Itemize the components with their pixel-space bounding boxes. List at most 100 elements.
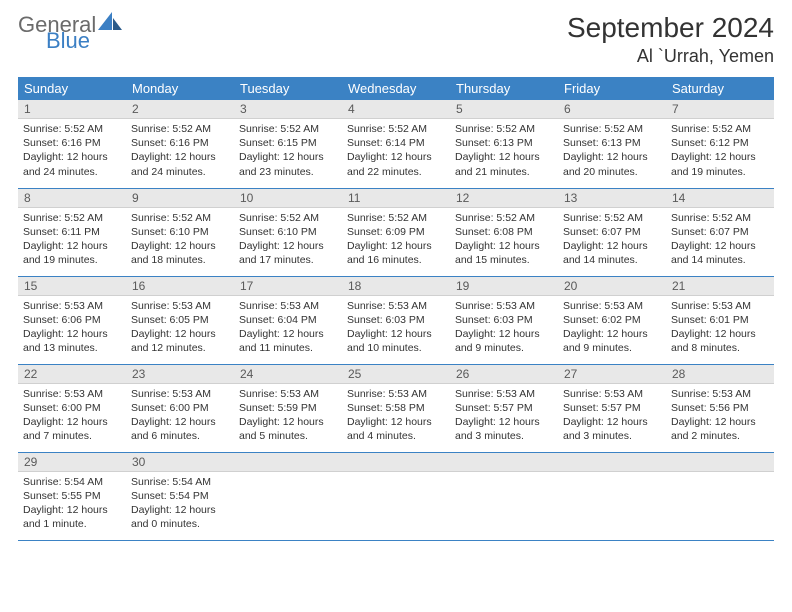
sunset-text: Sunset: 6:13 PM (563, 136, 661, 150)
day-details: Sunrise: 5:53 AMSunset: 6:00 PMDaylight:… (18, 384, 126, 447)
day-details: Sunrise: 5:52 AMSunset: 6:07 PMDaylight:… (666, 208, 774, 271)
calendar-day-cell: 1Sunrise: 5:52 AMSunset: 6:16 PMDaylight… (18, 100, 126, 188)
day-details: Sunrise: 5:52 AMSunset: 6:13 PMDaylight:… (450, 119, 558, 182)
sunrise-text: Sunrise: 5:52 AM (671, 211, 769, 225)
sunrise-text: Sunrise: 5:52 AM (455, 122, 553, 136)
sunrise-text: Sunrise: 5:53 AM (347, 387, 445, 401)
sunrise-text: Sunrise: 5:53 AM (239, 299, 337, 313)
daylight-text: and 23 minutes. (239, 165, 337, 179)
daylight-text: and 19 minutes. (23, 253, 121, 267)
day-num-empty (558, 453, 666, 472)
day-number: 10 (234, 189, 342, 208)
day-num-empty (234, 453, 342, 472)
calendar-day-cell: 26Sunrise: 5:53 AMSunset: 5:57 PMDayligh… (450, 364, 558, 452)
day-number: 2 (126, 100, 234, 119)
daylight-text: Daylight: 12 hours (671, 415, 769, 429)
daylight-text: Daylight: 12 hours (347, 150, 445, 164)
calendar-day-cell (450, 452, 558, 540)
calendar-day-cell: 27Sunrise: 5:53 AMSunset: 5:57 PMDayligh… (558, 364, 666, 452)
daylight-text: and 15 minutes. (455, 253, 553, 267)
calendar-day-cell: 16Sunrise: 5:53 AMSunset: 6:05 PMDayligh… (126, 276, 234, 364)
day-details: Sunrise: 5:54 AMSunset: 5:54 PMDaylight:… (126, 472, 234, 535)
sunset-text: Sunset: 6:12 PM (671, 136, 769, 150)
day-number: 3 (234, 100, 342, 119)
daylight-text: and 18 minutes. (131, 253, 229, 267)
sunrise-text: Sunrise: 5:52 AM (671, 122, 769, 136)
sunset-text: Sunset: 6:01 PM (671, 313, 769, 327)
daylight-text: and 24 minutes. (131, 165, 229, 179)
weekday-header: Sunday (18, 77, 126, 100)
day-number: 5 (450, 100, 558, 119)
sunrise-text: Sunrise: 5:53 AM (239, 387, 337, 401)
daylight-text: Daylight: 12 hours (23, 327, 121, 341)
day-number: 6 (558, 100, 666, 119)
sunset-text: Sunset: 6:03 PM (347, 313, 445, 327)
weekday-header-row: Sunday Monday Tuesday Wednesday Thursday… (18, 77, 774, 100)
daylight-text: Daylight: 12 hours (671, 327, 769, 341)
day-num-empty (342, 453, 450, 472)
daylight-text: and 3 minutes. (455, 429, 553, 443)
sunrise-text: Sunrise: 5:53 AM (23, 387, 121, 401)
calendar-day-cell: 10Sunrise: 5:52 AMSunset: 6:10 PMDayligh… (234, 188, 342, 276)
daylight-text: Daylight: 12 hours (671, 150, 769, 164)
daylight-text: Daylight: 12 hours (239, 415, 337, 429)
day-number: 16 (126, 277, 234, 296)
calendar-day-cell: 14Sunrise: 5:52 AMSunset: 6:07 PMDayligh… (666, 188, 774, 276)
calendar-day-cell: 23Sunrise: 5:53 AMSunset: 6:00 PMDayligh… (126, 364, 234, 452)
daylight-text: Daylight: 12 hours (455, 327, 553, 341)
daylight-text: and 0 minutes. (131, 517, 229, 531)
calendar-day-cell: 11Sunrise: 5:52 AMSunset: 6:09 PMDayligh… (342, 188, 450, 276)
calendar-day-cell: 7Sunrise: 5:52 AMSunset: 6:12 PMDaylight… (666, 100, 774, 188)
day-number: 17 (234, 277, 342, 296)
day-details: Sunrise: 5:53 AMSunset: 5:59 PMDaylight:… (234, 384, 342, 447)
day-number: 9 (126, 189, 234, 208)
calendar-day-cell (342, 452, 450, 540)
calendar-day-cell: 30Sunrise: 5:54 AMSunset: 5:54 PMDayligh… (126, 452, 234, 540)
calendar-week-row: 1Sunrise: 5:52 AMSunset: 6:16 PMDaylight… (18, 100, 774, 188)
sunrise-text: Sunrise: 5:53 AM (563, 299, 661, 313)
weekday-header: Thursday (450, 77, 558, 100)
daylight-text: Daylight: 12 hours (23, 415, 121, 429)
calendar-week-row: 29Sunrise: 5:54 AMSunset: 5:55 PMDayligh… (18, 452, 774, 540)
calendar-day-cell: 12Sunrise: 5:52 AMSunset: 6:08 PMDayligh… (450, 188, 558, 276)
sunset-text: Sunset: 6:16 PM (23, 136, 121, 150)
day-details: Sunrise: 5:52 AMSunset: 6:08 PMDaylight:… (450, 208, 558, 271)
daylight-text: Daylight: 12 hours (131, 415, 229, 429)
sunrise-text: Sunrise: 5:52 AM (23, 211, 121, 225)
sail-icon (98, 12, 124, 32)
calendar-day-cell: 15Sunrise: 5:53 AMSunset: 6:06 PMDayligh… (18, 276, 126, 364)
daylight-text: and 6 minutes. (131, 429, 229, 443)
calendar-week-row: 8Sunrise: 5:52 AMSunset: 6:11 PMDaylight… (18, 188, 774, 276)
calendar-day-cell: 6Sunrise: 5:52 AMSunset: 6:13 PMDaylight… (558, 100, 666, 188)
day-number: 20 (558, 277, 666, 296)
daylight-text: and 22 minutes. (347, 165, 445, 179)
day-details: Sunrise: 5:52 AMSunset: 6:10 PMDaylight:… (126, 208, 234, 271)
sunrise-text: Sunrise: 5:53 AM (131, 387, 229, 401)
weekday-header: Wednesday (342, 77, 450, 100)
daylight-text: and 12 minutes. (131, 341, 229, 355)
day-details: Sunrise: 5:52 AMSunset: 6:15 PMDaylight:… (234, 119, 342, 182)
day-details: Sunrise: 5:53 AMSunset: 6:00 PMDaylight:… (126, 384, 234, 447)
day-details: Sunrise: 5:53 AMSunset: 6:02 PMDaylight:… (558, 296, 666, 359)
day-number: 25 (342, 365, 450, 384)
sunrise-text: Sunrise: 5:52 AM (455, 211, 553, 225)
calendar-day-cell: 9Sunrise: 5:52 AMSunset: 6:10 PMDaylight… (126, 188, 234, 276)
calendar-day-cell: 24Sunrise: 5:53 AMSunset: 5:59 PMDayligh… (234, 364, 342, 452)
sunrise-text: Sunrise: 5:53 AM (455, 299, 553, 313)
daylight-text: and 14 minutes. (671, 253, 769, 267)
day-details: Sunrise: 5:53 AMSunset: 6:03 PMDaylight:… (450, 296, 558, 359)
daylight-text: and 20 minutes. (563, 165, 661, 179)
day-details: Sunrise: 5:53 AMSunset: 6:06 PMDaylight:… (18, 296, 126, 359)
day-number: 24 (234, 365, 342, 384)
calendar-day-cell: 25Sunrise: 5:53 AMSunset: 5:58 PMDayligh… (342, 364, 450, 452)
sunset-text: Sunset: 6:11 PM (23, 225, 121, 239)
calendar-table: Sunday Monday Tuesday Wednesday Thursday… (18, 77, 774, 541)
day-number: 18 (342, 277, 450, 296)
day-number: 22 (18, 365, 126, 384)
daylight-text: Daylight: 12 hours (131, 327, 229, 341)
sunrise-text: Sunrise: 5:53 AM (671, 299, 769, 313)
day-number: 14 (666, 189, 774, 208)
sunrise-text: Sunrise: 5:52 AM (563, 211, 661, 225)
location: Al `Urrah, Yemen (567, 46, 774, 67)
day-details: Sunrise: 5:52 AMSunset: 6:12 PMDaylight:… (666, 119, 774, 182)
